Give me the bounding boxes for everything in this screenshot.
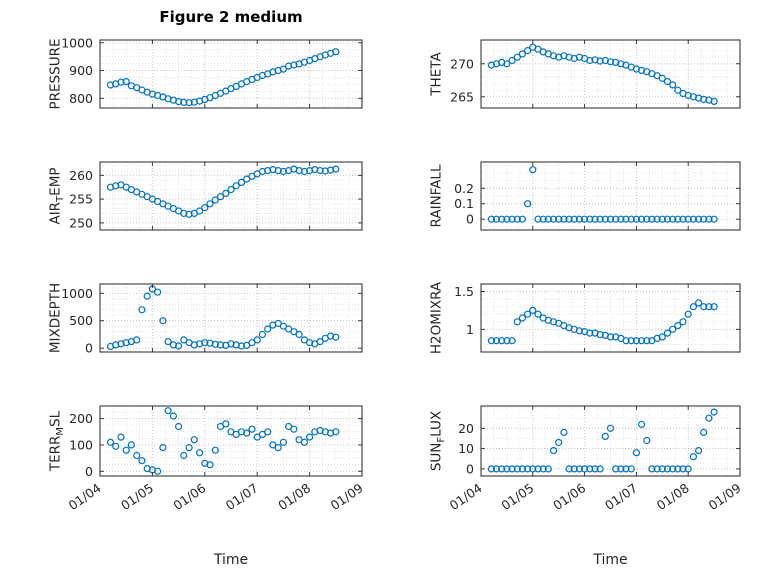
svg-text:0.1: 0.1	[454, 196, 474, 211]
y-tick-labels: 0 10 20	[458, 421, 474, 477]
major-grid	[481, 406, 740, 476]
y-tick-labels: 0 500 1000	[61, 286, 93, 356]
axes-box	[99, 405, 363, 477]
svg-text:0: 0	[466, 461, 474, 476]
y-tick-labels: 0 100 200	[69, 411, 93, 479]
svg-text:01/04: 01/04	[447, 480, 485, 513]
x-axis-label-right: Time	[593, 552, 628, 568]
axes-box	[480, 405, 741, 477]
y-tick-labels: 11.5	[454, 284, 474, 337]
mixdepth-series	[106, 285, 340, 351]
svg-text:260: 260	[69, 168, 93, 183]
axes-box	[99, 39, 363, 109]
svg-text:200: 200	[69, 411, 93, 426]
svg-text:01/09: 01/09	[706, 480, 744, 513]
x-axis-label-left: Time	[213, 552, 249, 568]
svg-text:500: 500	[69, 313, 93, 328]
y-tick-labels: 250 255 260	[69, 168, 93, 231]
svg-text:250: 250	[69, 215, 93, 230]
sun-flux-series	[487, 408, 718, 473]
svg-text:01/08: 01/08	[654, 480, 692, 513]
y-tick-labels: 00.10.2	[454, 181, 474, 227]
axes-box	[480, 283, 741, 353]
svg-text:100: 100	[69, 437, 93, 452]
x-tick-labels: 01/04 01/05 01/06 01/07 01/08 01/09	[66, 480, 366, 513]
y-axis-label: THETA	[429, 52, 445, 97]
svg-text:01/08: 01/08	[275, 480, 313, 513]
svg-text:0.2: 0.2	[454, 181, 474, 196]
svg-text:0: 0	[85, 464, 93, 479]
svg-text:01/09: 01/09	[328, 480, 366, 513]
theta-series	[487, 43, 718, 106]
svg-text:800: 800	[69, 91, 93, 106]
air-temp-series	[106, 165, 340, 218]
major-grid	[481, 284, 740, 352]
figure-title: Figure 2 medium	[159, 8, 303, 26]
rainfall-series	[487, 166, 718, 223]
major-grid	[481, 162, 740, 230]
terr-msl-series	[106, 407, 340, 475]
subplot-rainfall: 00.10.2 RAINFALL	[429, 161, 741, 231]
y-axis-label: H2OMIXRA	[429, 281, 445, 354]
svg-text:01/05: 01/05	[498, 480, 536, 513]
svg-text:0: 0	[85, 341, 93, 356]
minor-grid	[100, 284, 362, 352]
svg-text:1000: 1000	[61, 286, 93, 301]
y-tick-labels: 265 270	[450, 56, 474, 104]
svg-text:01/06: 01/06	[170, 480, 208, 513]
y-axis-label: RAINFALL	[429, 164, 445, 227]
tick-marks	[99, 284, 363, 352]
tick-marks	[480, 406, 741, 476]
x-tick-labels: 01/04 01/05 01/06 01/07 01/08 01/09	[447, 480, 744, 513]
svg-text:20: 20	[458, 421, 474, 436]
major-grid	[100, 284, 362, 352]
svg-text:1: 1	[466, 322, 474, 337]
tick-marks	[99, 162, 363, 230]
svg-text:900: 900	[69, 63, 93, 78]
y-axis-label: AIRTEMP	[48, 167, 67, 224]
svg-text:1.5: 1.5	[454, 284, 474, 299]
svg-text:01/05: 01/05	[118, 480, 156, 513]
axes-box	[99, 161, 363, 231]
y-axis-label: TERRMSL	[48, 410, 67, 472]
svg-text:1000: 1000	[61, 35, 93, 50]
y-axis-label: PRESSURE	[48, 39, 64, 110]
axes-box	[99, 283, 363, 353]
svg-text:255: 255	[69, 192, 93, 207]
axes-box	[480, 161, 741, 231]
subplot-theta: 265 270 THETA	[429, 39, 741, 109]
tick-marks	[480, 284, 741, 352]
axes-box	[480, 39, 741, 109]
svg-text:0: 0	[466, 212, 474, 227]
svg-text:01/04: 01/04	[66, 480, 104, 513]
tick-marks	[480, 162, 741, 230]
y-tick-labels: 800 900 1000	[61, 35, 93, 106]
major-grid	[481, 40, 740, 108]
y-axis-label: MIXDEPTH	[48, 283, 64, 353]
y-axis-label: SUNFLUX	[429, 411, 448, 471]
tick-marks	[99, 406, 363, 476]
pressure-series	[106, 48, 340, 107]
svg-text:10: 10	[458, 441, 474, 456]
svg-text:01/07: 01/07	[223, 480, 261, 513]
h2omixra-series	[487, 299, 718, 345]
svg-text:01/06: 01/06	[550, 480, 588, 513]
svg-text:270: 270	[450, 56, 474, 71]
tick-marks	[480, 40, 741, 108]
tick-marks	[99, 40, 363, 108]
svg-text:01/07: 01/07	[602, 480, 640, 513]
svg-text:265: 265	[450, 89, 474, 104]
